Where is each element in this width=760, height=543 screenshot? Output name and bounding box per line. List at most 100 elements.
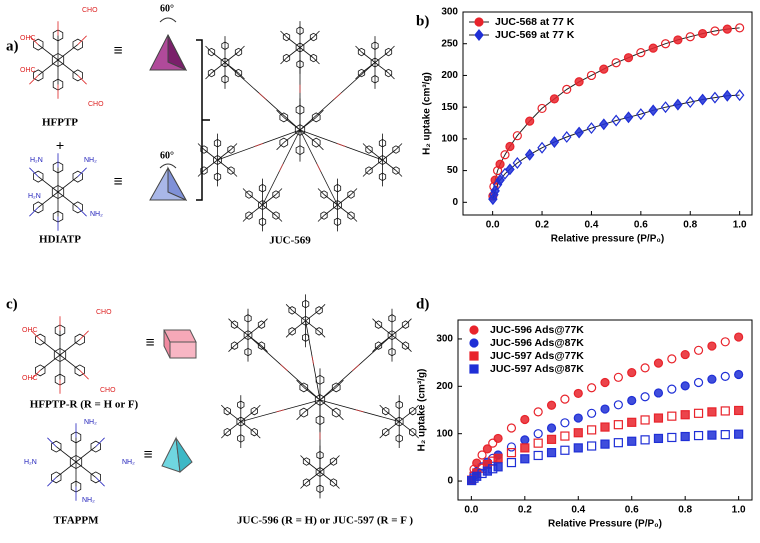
bond xyxy=(299,36,314,48)
bond xyxy=(372,318,379,325)
benzene-ring xyxy=(72,38,83,51)
bond xyxy=(29,75,39,85)
bond xyxy=(77,167,87,177)
data-point xyxy=(693,430,704,441)
benzene-ring xyxy=(409,406,417,416)
data-point xyxy=(586,70,597,81)
benzene-ring xyxy=(74,333,85,346)
data-point xyxy=(697,28,708,39)
bond xyxy=(291,320,306,332)
compound-label: TFAPPM xyxy=(53,515,99,527)
bond xyxy=(333,92,342,100)
benzene-ring xyxy=(227,166,235,175)
bond xyxy=(286,36,301,48)
benzene-ring xyxy=(384,68,393,78)
data-point xyxy=(707,341,717,351)
benzene-ring xyxy=(296,26,304,35)
data-point xyxy=(734,89,745,102)
bond xyxy=(227,421,242,433)
y-tick-label: 0 xyxy=(452,197,458,208)
data-point xyxy=(520,435,530,445)
bond xyxy=(305,320,320,332)
bond xyxy=(395,170,403,177)
bond xyxy=(29,35,39,45)
benzene-ring xyxy=(207,47,216,57)
bond xyxy=(368,149,383,161)
bond xyxy=(313,57,320,65)
benzene-ring xyxy=(72,69,83,82)
data-point xyxy=(512,157,523,169)
bond xyxy=(248,194,263,206)
data-point xyxy=(560,394,570,404)
panel-label: c) xyxy=(6,296,18,312)
benzene-ring xyxy=(230,320,239,329)
data-point xyxy=(707,407,717,417)
data-point xyxy=(549,136,560,149)
bond xyxy=(37,176,59,193)
tetrahedron-face xyxy=(167,166,188,202)
bond xyxy=(412,431,419,439)
bond xyxy=(224,51,239,63)
benzene-ring xyxy=(311,112,321,123)
benzene-ring xyxy=(401,320,410,329)
benzene-ring xyxy=(282,53,291,63)
bond xyxy=(217,159,232,171)
bond xyxy=(279,163,284,172)
benzene-ring xyxy=(74,364,85,377)
data-point xyxy=(505,163,515,176)
data-point xyxy=(469,325,479,335)
bond xyxy=(315,142,324,151)
bond xyxy=(362,170,370,177)
substituent: NH₂ xyxy=(82,497,95,504)
data-point xyxy=(533,429,543,439)
y-tick-label: 150 xyxy=(441,102,458,113)
bond xyxy=(385,421,400,433)
benzene-ring xyxy=(90,440,101,453)
data-point xyxy=(722,24,732,34)
data-point xyxy=(533,438,543,448)
plot-frame xyxy=(457,319,753,501)
bond xyxy=(374,51,389,63)
data-point xyxy=(573,413,583,423)
bond xyxy=(296,412,305,421)
bond xyxy=(299,47,314,59)
bond xyxy=(305,309,320,322)
compound-label: JUC-596 (R = H) or JUC-597 (R = F ) xyxy=(237,515,413,527)
bond xyxy=(306,461,321,473)
benzene-ring xyxy=(257,320,266,329)
benzene-ring xyxy=(311,137,321,148)
bond xyxy=(47,477,57,487)
benzene-ring xyxy=(250,427,258,437)
bond xyxy=(412,404,419,412)
benzene-ring xyxy=(301,299,310,309)
data-point xyxy=(680,431,690,442)
benzene-ring xyxy=(302,457,311,466)
benzene-ring xyxy=(258,183,267,193)
bond xyxy=(317,188,325,195)
benzene-ring xyxy=(245,211,253,220)
bond xyxy=(316,163,321,172)
data-point xyxy=(495,174,505,187)
data-point xyxy=(520,414,530,425)
benzene-ring xyxy=(207,68,216,78)
bond xyxy=(228,345,235,352)
data-point xyxy=(720,406,730,416)
prism-face xyxy=(169,341,197,359)
bond xyxy=(230,170,238,177)
data-point xyxy=(469,351,479,361)
data-point xyxy=(640,363,650,373)
bond xyxy=(217,149,232,161)
bond xyxy=(261,345,268,352)
data-point xyxy=(472,471,482,481)
bond xyxy=(39,339,61,356)
series-line xyxy=(492,94,740,200)
bond xyxy=(280,57,287,65)
legend-label: JUC-596 Ads@87K xyxy=(490,337,584,349)
data-point xyxy=(587,408,597,418)
benzene-ring xyxy=(357,47,366,57)
x-tick-label: 0.6 xyxy=(634,220,648,231)
benzene-ring xyxy=(374,341,383,350)
data-point xyxy=(613,420,623,430)
charts: 0.0 0.2 0.4 0.6 0.8 1.0 0 50 100 150 200 250 300 Rela… xyxy=(417,7,753,530)
data-point xyxy=(613,438,623,448)
